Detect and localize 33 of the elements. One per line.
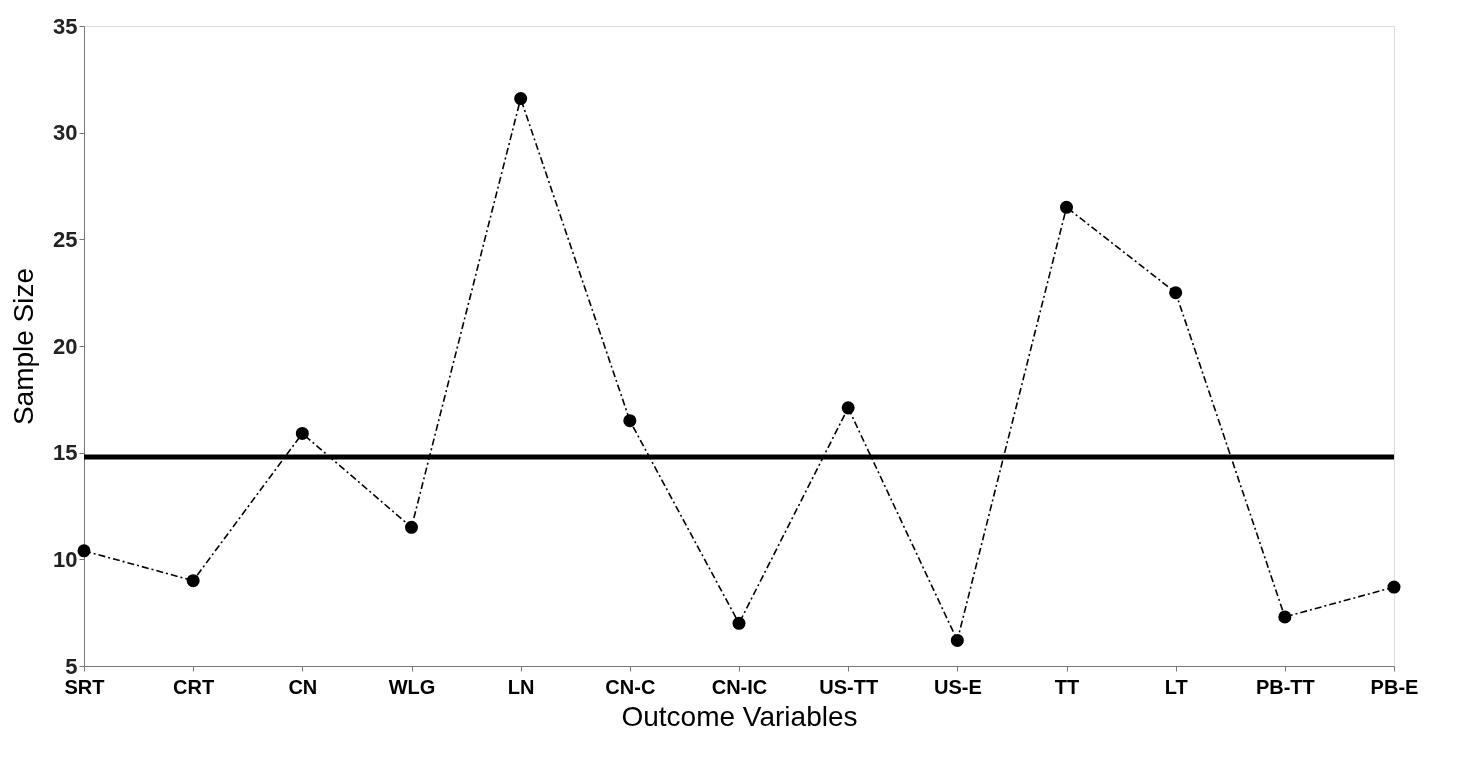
point [295, 426, 309, 440]
y-tick-label: 15 [53, 440, 78, 466]
x-tick-label: US-E [933, 675, 982, 698]
x-tick-label: LT [1164, 675, 1188, 698]
x-tick-label: CRT [173, 675, 215, 698]
point [732, 616, 746, 630]
y-tick-label: 20 [53, 333, 78, 359]
x-axis-title: Outcome Variables [621, 700, 858, 732]
point [950, 633, 964, 647]
x-tick-label: US-TT [819, 675, 879, 698]
point [514, 92, 528, 106]
x-tick-label: PB-E [1370, 675, 1419, 698]
y-tick-label: 10 [53, 546, 78, 572]
x-tick-label: CN [288, 675, 318, 698]
point [1387, 580, 1401, 594]
x-tick-label: WLG [388, 675, 436, 698]
x-tick-label: CN-IC [711, 675, 768, 698]
x-tick-label: CN-C [605, 675, 656, 698]
point [186, 574, 200, 588]
y-tick-label: 30 [53, 120, 78, 146]
point [77, 544, 91, 558]
point [1278, 610, 1292, 624]
y-tick-label: 25 [53, 226, 78, 252]
point [841, 401, 855, 415]
x-tick-label: LN [507, 675, 535, 698]
point [1169, 286, 1183, 300]
y-axis-title: Sample Size [8, 267, 40, 426]
x-tick-label: TT [1054, 675, 1080, 698]
point [623, 414, 637, 428]
x-tick-label: PB-TT [1255, 675, 1315, 698]
point [404, 520, 419, 534]
y-tick-label: 35 [53, 13, 78, 39]
point [1059, 200, 1074, 214]
